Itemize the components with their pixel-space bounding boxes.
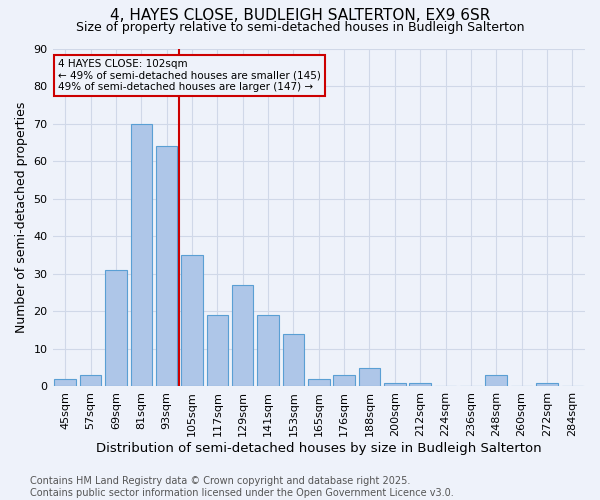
Text: Contains HM Land Registry data © Crown copyright and database right 2025.
Contai: Contains HM Land Registry data © Crown c… <box>30 476 454 498</box>
Bar <box>131 124 152 386</box>
Bar <box>536 382 558 386</box>
Y-axis label: Number of semi-detached properties: Number of semi-detached properties <box>15 102 28 334</box>
Bar <box>232 285 253 386</box>
Bar <box>80 375 101 386</box>
Bar <box>181 255 203 386</box>
Bar <box>283 334 304 386</box>
Text: 4, HAYES CLOSE, BUDLEIGH SALTERTON, EX9 6SR: 4, HAYES CLOSE, BUDLEIGH SALTERTON, EX9 … <box>110 8 490 22</box>
Bar <box>359 368 380 386</box>
Bar <box>485 375 507 386</box>
Bar <box>206 315 228 386</box>
X-axis label: Distribution of semi-detached houses by size in Budleigh Salterton: Distribution of semi-detached houses by … <box>96 442 542 455</box>
Bar <box>55 379 76 386</box>
Text: 4 HAYES CLOSE: 102sqm
← 49% of semi-detached houses are smaller (145)
49% of sem: 4 HAYES CLOSE: 102sqm ← 49% of semi-deta… <box>58 59 321 92</box>
Bar <box>308 379 329 386</box>
Bar <box>257 315 279 386</box>
Bar <box>156 146 178 386</box>
Text: Size of property relative to semi-detached houses in Budleigh Salterton: Size of property relative to semi-detach… <box>76 21 524 34</box>
Bar <box>334 375 355 386</box>
Bar <box>384 382 406 386</box>
Bar <box>105 270 127 386</box>
Bar <box>409 382 431 386</box>
